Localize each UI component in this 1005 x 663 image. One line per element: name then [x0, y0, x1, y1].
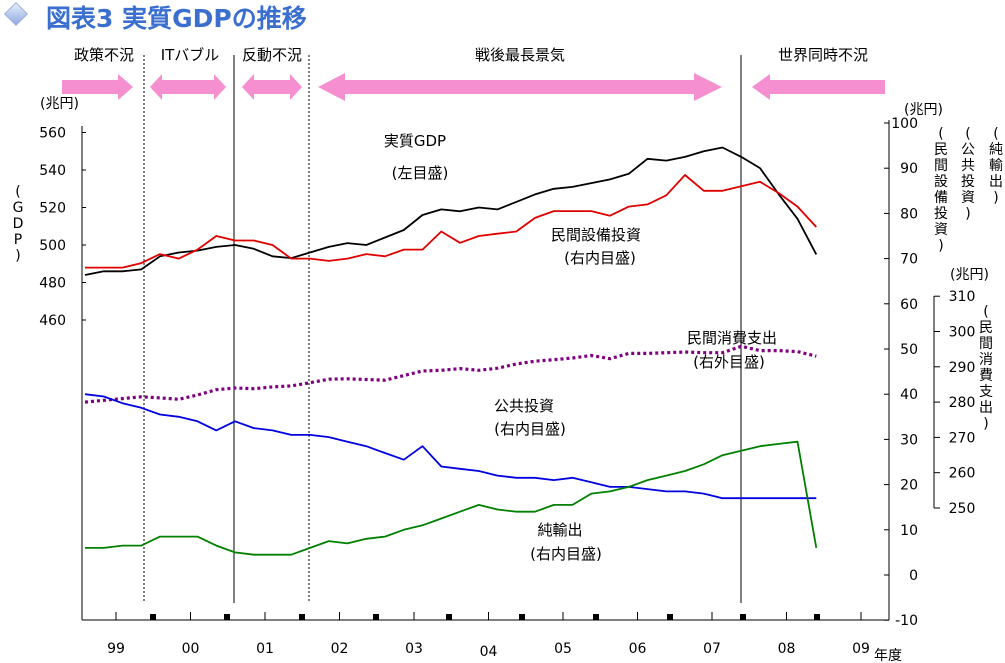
right-tick-label: -10 [895, 613, 918, 629]
x-square-marker [519, 614, 525, 620]
left-tick-label: 460 [39, 313, 66, 329]
sublabel-consumption: (右外目盛) [693, 353, 765, 371]
right-tick-label: 20 [900, 478, 918, 494]
x-tick-label: 02 [331, 641, 349, 657]
label-public: 公共投資 [494, 397, 554, 415]
series-line-public [84, 393, 817, 500]
label-netexport: 純輸出 [537, 521, 582, 539]
left-tick-label: 480 [39, 276, 66, 292]
outer-tick-label: 260 [949, 466, 976, 482]
x-square-marker [299, 614, 305, 620]
axis-ticks: 460480500520540560-100102030405060708090… [39, 116, 975, 660]
x-square-marker [446, 614, 452, 620]
right-tick-label: 70 [900, 252, 918, 268]
period-label-2: ITバブル [161, 46, 220, 64]
left-unit: (兆円) [40, 96, 79, 112]
x-tick-label: 99 [107, 641, 125, 657]
vtitle-consumption: (民間消費支出) [979, 304, 993, 432]
diamond-icon [3, 1, 29, 27]
label-consumption: 民間消費支出 [687, 329, 777, 347]
axes-frame [81, 120, 935, 621]
right-tick-label: 100 [891, 116, 918, 132]
outer-tick-label: 300 [949, 325, 976, 341]
x-square-marker [814, 614, 820, 620]
series-labels: 実質GDP (左目盛) 民間設備投資 (右内目盛) 民間消費支出 (右外目盛) … [384, 132, 777, 563]
x-tick-label: 06 [629, 641, 647, 657]
outer-tick-label: 310 [949, 289, 976, 305]
x-square-marker [593, 614, 599, 620]
vtitle-netexport: (純輸出) [989, 126, 1003, 206]
chart-title: 図表3 実質GDPの推移 [46, 4, 307, 33]
left-tick-label: 540 [39, 163, 66, 179]
x-square-marker [224, 614, 230, 620]
period-label-1: 政策不況 [74, 46, 134, 64]
left-tick-label: 520 [39, 201, 66, 217]
vtitle-gdp: (G D P) [13, 184, 24, 264]
right-tick-label: 60 [900, 297, 918, 313]
period-label-4: 戦後最長景気 [475, 46, 565, 64]
right-tick-label: 0 [909, 568, 918, 584]
right-tick-label: 40 [900, 387, 918, 403]
right-tick-label: 90 [900, 161, 918, 177]
sublabel-public: (右内目盛) [494, 420, 566, 438]
outer-tick-label: 270 [949, 430, 976, 446]
x-tick-label: 01 [256, 641, 274, 657]
arrow-both-3 [242, 74, 302, 100]
period-boundaries [143, 55, 742, 603]
sublabel-netexport: (右内目盛) [530, 545, 602, 563]
series-line-netexport [85, 440, 818, 556]
x-square-marker [150, 614, 156, 620]
arrow-left-5 [752, 74, 885, 100]
sublabel-gdp: (左目盛) [392, 164, 449, 182]
left-tick-label: 500 [39, 238, 66, 254]
x-tick-label: 04 [480, 644, 498, 660]
x-square-marker [740, 614, 746, 620]
series-line-capex [85, 174, 817, 269]
period-bands: 政策不況 ITバブル 反動不況 戦後最長景気 世界同時不況 [62, 46, 885, 101]
left-tick-label: 560 [39, 126, 66, 142]
right-tick-label: 50 [900, 342, 918, 358]
x-square-marker [667, 614, 673, 620]
x-tick-label: 08 [778, 641, 796, 657]
series-line-gdp [84, 146, 818, 276]
vtitle-public: (公共投資) [961, 126, 975, 222]
x-suffix: 年度 [874, 648, 902, 663]
x-tick-label: 05 [554, 641, 572, 657]
arrow-both-2 [150, 74, 226, 100]
label-capex: 民間設備投資 [551, 226, 641, 244]
period-label-3: 反動不況 [242, 46, 302, 64]
outer-tick-label: 280 [949, 395, 976, 411]
arrow-right-1 [62, 74, 133, 100]
right-outer-unit: (兆円) [950, 267, 989, 283]
x-tick-label: 09 [852, 641, 870, 657]
period-label-5: 世界同時不況 [778, 46, 868, 64]
title-block: 図表3 実質GDPの推移 [3, 1, 307, 33]
x-tick-label: 03 [405, 641, 423, 657]
right-unit: (兆円) [904, 102, 943, 118]
vertical-axis-titles: (G D P) (民間設備投資) (公共投資) (純輸出) (民間消費支出) [13, 126, 1003, 432]
outer-tick-label: 250 [949, 501, 976, 517]
right-tick-label: 80 [900, 206, 918, 222]
x-square-marker [373, 614, 379, 620]
x-tick-label: 00 [182, 641, 200, 657]
sublabel-capex: (右内目盛) [564, 249, 636, 267]
outer-tick-label: 290 [949, 360, 976, 376]
arrow-both-4 [318, 73, 722, 101]
right-tick-label: 10 [900, 523, 918, 539]
right-tick-label: 30 [900, 432, 918, 448]
vtitle-capex: (民間設備投資) [934, 126, 948, 254]
series-lines [84, 146, 818, 556]
x-tick-label: 07 [703, 641, 721, 657]
label-gdp: 実質GDP [384, 132, 446, 150]
